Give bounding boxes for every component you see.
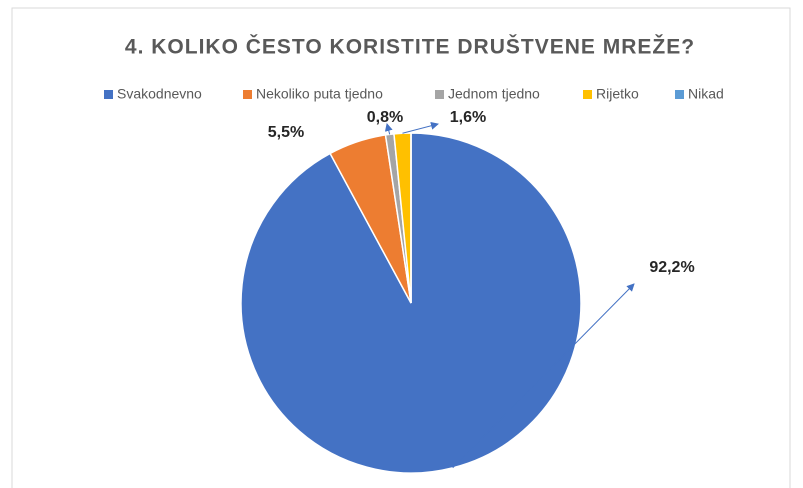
legend-label: Jednom tjedno	[448, 86, 540, 102]
data-label: 92,2%	[649, 259, 694, 276]
legend-label: Svakodnevno	[117, 86, 202, 102]
legend-swatch	[435, 90, 444, 99]
chart-title: 4. KOLIKO ČESTO KORISTITE DRUŠTVENE MREŽ…	[125, 35, 695, 59]
legend-swatch	[243, 90, 252, 99]
legend-swatch	[104, 90, 113, 99]
leader-line	[402, 121, 439, 134]
legend-label: Nikad	[688, 86, 724, 102]
legend-swatch	[583, 90, 592, 99]
data-label: 5,5%	[268, 124, 304, 141]
leader-line	[384, 123, 393, 135]
data-label: 1,6%	[450, 109, 486, 126]
leader-line	[452, 283, 635, 469]
legend-label: Nekoliko puta tjedno	[256, 86, 383, 102]
legend-swatch	[675, 90, 684, 99]
data-label: 0,8%	[367, 109, 403, 126]
legend-label: Rijetko	[596, 86, 639, 102]
